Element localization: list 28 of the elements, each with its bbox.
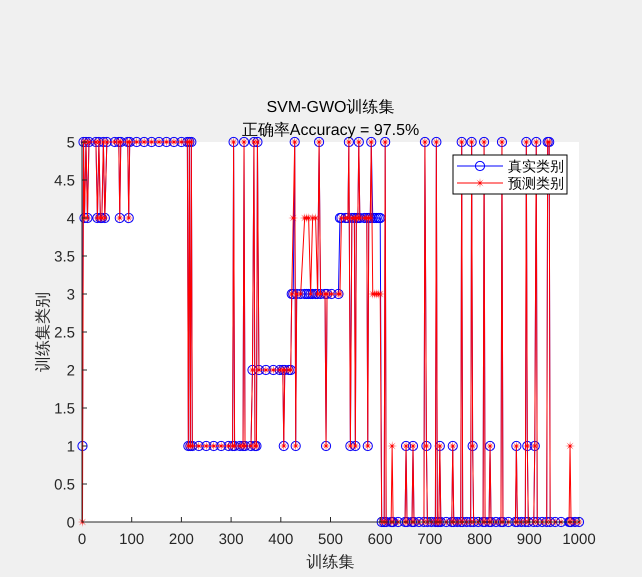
y-tick-label: 2.5: [54, 324, 75, 342]
x-tick-label: 300: [218, 531, 244, 548]
y-tick-label: 3: [66, 286, 75, 304]
legend-label: 真实类别: [508, 158, 564, 174]
y-tick-label: 4: [66, 210, 75, 228]
x-axis-title: 训练集: [306, 553, 354, 571]
legend-label: 预测类别: [508, 175, 564, 191]
x-tick-label: 400: [268, 531, 294, 548]
y-tick-label: 1: [66, 438, 75, 456]
x-tick-label: 200: [168, 531, 194, 548]
y-tick-label: 4.5: [54, 172, 75, 190]
x-tick-label: 0: [78, 531, 86, 548]
x-tick-label: 500: [318, 531, 344, 548]
x-tick-label: 800: [467, 531, 492, 548]
x-tick-label: 700: [417, 531, 442, 548]
y-tick-label: 2: [66, 362, 75, 380]
chart-title: SVM-GWO训练集: [266, 98, 394, 116]
y-tick-label: 0: [66, 514, 75, 532]
y-tick-label: 1.5: [54, 400, 75, 418]
chart-subtitle: 正确率Accuracy = 97.5%: [242, 121, 420, 139]
y-tick-label: 5: [66, 134, 75, 152]
y-tick-label: 3.5: [54, 248, 75, 266]
y-axis-title: 训练集类别: [34, 292, 52, 372]
x-tick-label: 600: [368, 531, 393, 548]
y-tick-label: 0.5: [54, 476, 75, 494]
x-tick-label: 1000: [562, 531, 596, 548]
x-tick-label: 100: [119, 531, 144, 548]
x-tick-label: 900: [516, 531, 542, 548]
